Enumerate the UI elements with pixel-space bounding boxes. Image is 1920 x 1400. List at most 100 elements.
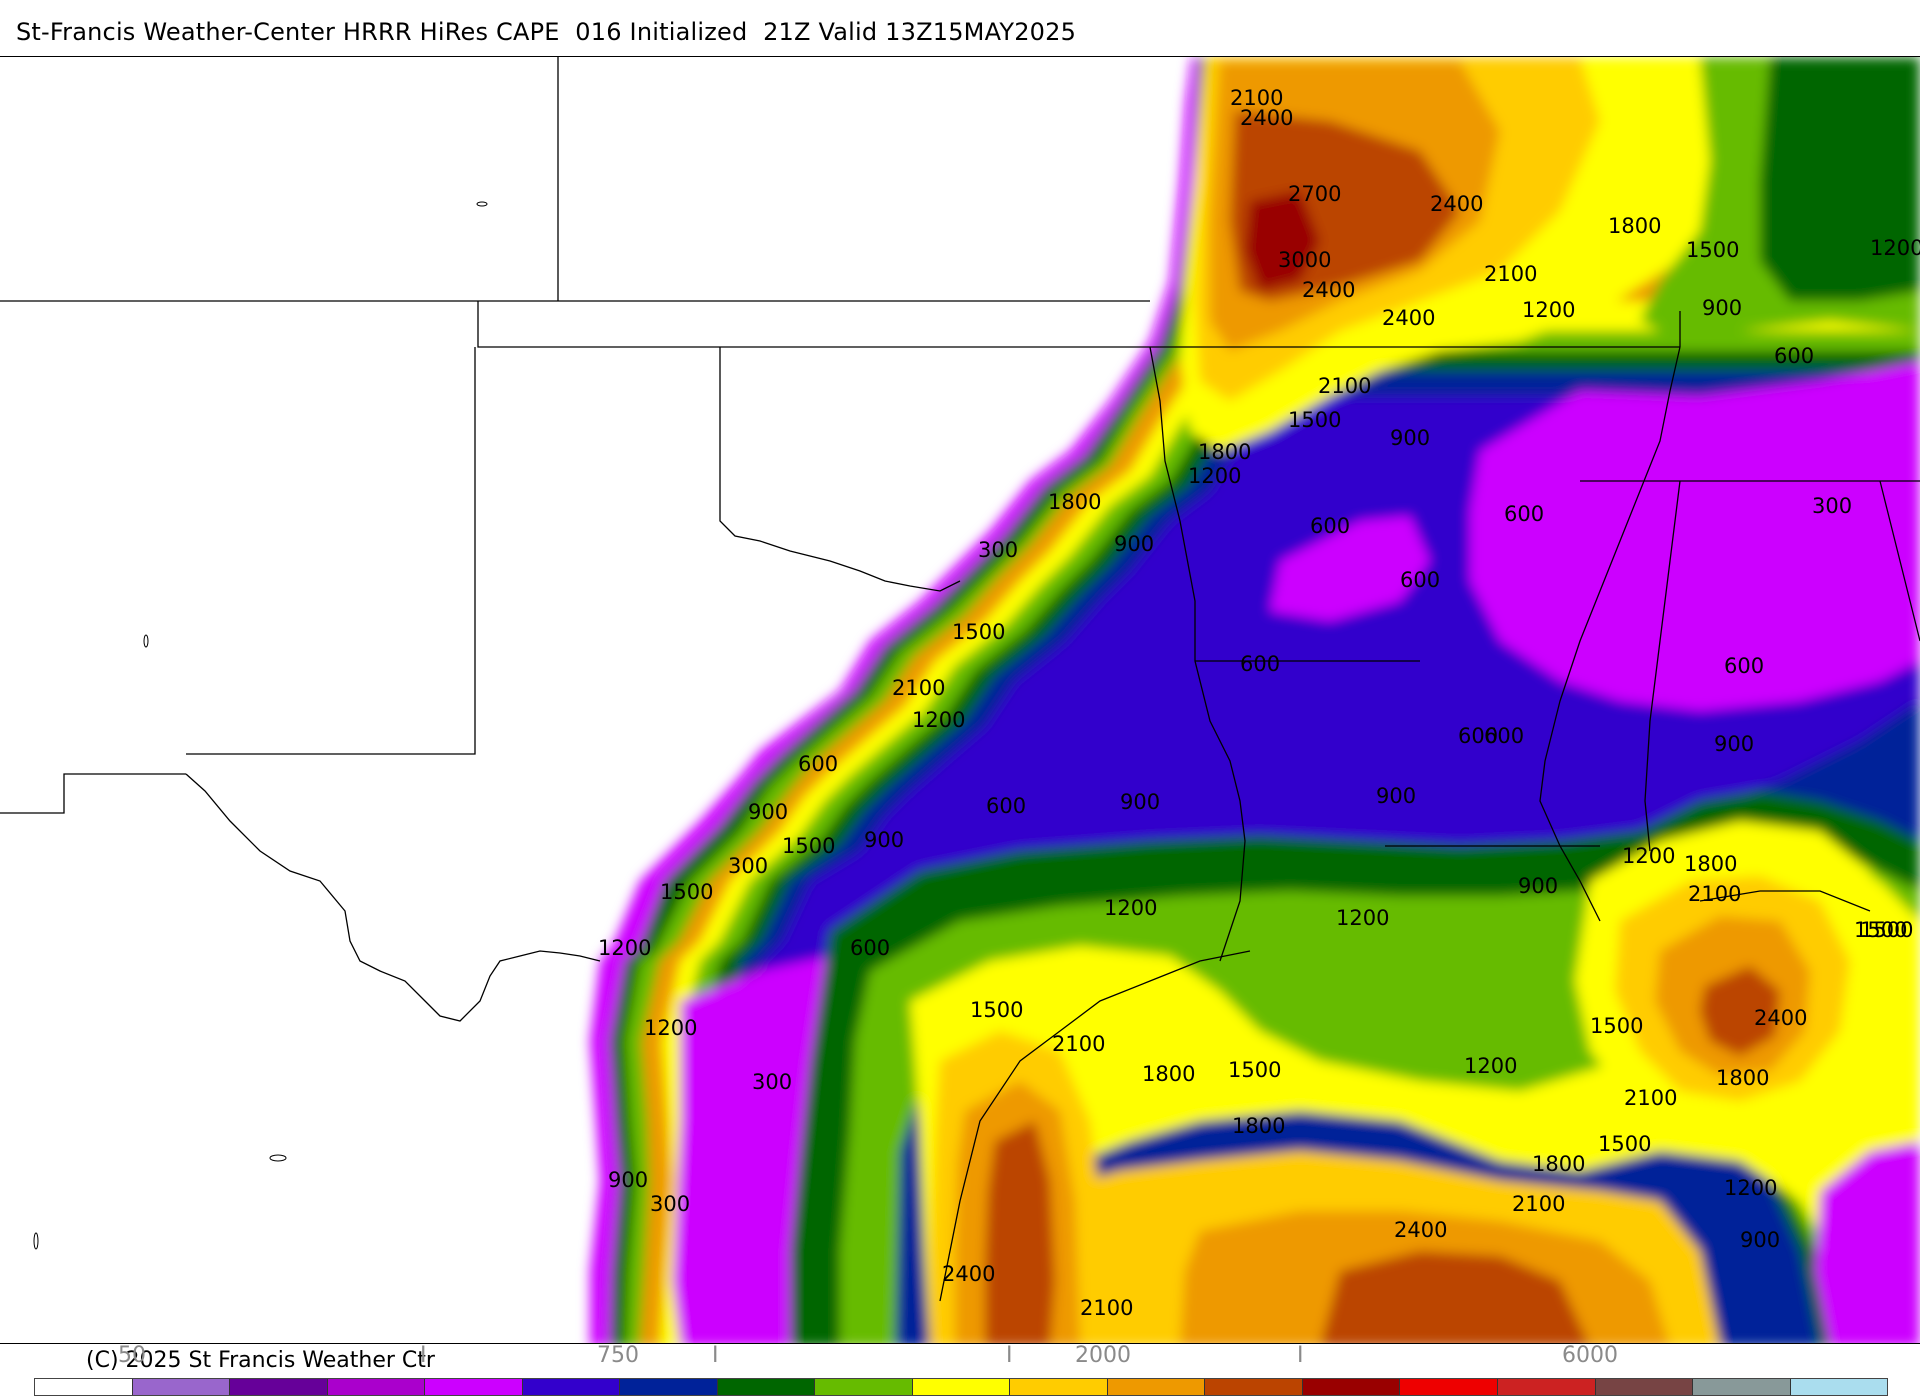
contour-label: 1800 xyxy=(1532,1152,1585,1176)
colorbar-segment xyxy=(1107,1379,1206,1395)
contour-labels: 2100 2400 2700 2400 3000 2400 2400 1800 … xyxy=(598,86,1920,1320)
contour-label: 1800 xyxy=(1684,852,1737,876)
colorbar-segment xyxy=(1302,1379,1401,1395)
lake-1 xyxy=(476,201,488,207)
border-nm-tx-east xyxy=(719,347,961,592)
colorbar-segment xyxy=(1693,1379,1791,1395)
contour-label: 1200 xyxy=(1464,1054,1517,1078)
colorbar-segment xyxy=(327,1379,426,1395)
contour-label: 2400 xyxy=(1394,1218,1447,1242)
contour-label: 900 xyxy=(1120,790,1160,814)
cape-map: 2100 2400 2700 2400 3000 2400 2400 1800 … xyxy=(0,56,1920,1344)
colorbar-tick: I xyxy=(420,1343,427,1368)
lakes xyxy=(33,201,488,1250)
colorbar-segment xyxy=(1010,1379,1108,1395)
border-la-gulf-coast xyxy=(1699,890,1871,912)
contour-label: 2700 xyxy=(1288,182,1341,206)
contour-label: 600 xyxy=(1504,502,1544,526)
contour-label: 1200 xyxy=(1622,844,1675,868)
contour-label: 1500 xyxy=(782,834,835,858)
colorbar-tick: 2000 xyxy=(1075,1343,1131,1368)
contour-label: 1500 xyxy=(1228,1058,1281,1082)
cape-band-darkgreen-ne xyxy=(1760,57,1920,301)
colorbar-segment xyxy=(230,1379,328,1395)
contour-label: 2100 xyxy=(1624,1086,1677,1110)
contour-label: 1500 xyxy=(660,880,713,904)
contour-label: 600 xyxy=(1310,514,1350,538)
contour-label: 2400 xyxy=(1240,106,1293,130)
contour-label: 600 xyxy=(986,794,1026,818)
border-tx-ok-red-river xyxy=(1149,346,1246,962)
contour-label: 2100 xyxy=(1230,86,1283,110)
colorbar-segment xyxy=(132,1379,231,1395)
cape-band-red-la xyxy=(1700,966,1780,1056)
border-nm-mex xyxy=(0,773,186,814)
lake-2 xyxy=(143,634,149,648)
contour-label: 2100 xyxy=(1512,1192,1565,1216)
cape-band-red-gulf xyxy=(1321,1251,1589,1343)
colorbar-segment xyxy=(522,1379,621,1395)
contour-label: 600 xyxy=(1240,652,1280,676)
contour-label: 300 xyxy=(752,1070,792,1094)
contour-label: 2400 xyxy=(942,1262,995,1286)
cape-band-yellow-south xyxy=(910,851,1920,1343)
contour-label: 1800 xyxy=(1048,490,1101,514)
contour-label: 1200 xyxy=(1870,236,1920,260)
map-title: St-Francis Weather-Center HRRR HiRes CAP… xyxy=(16,18,1077,46)
state-boundaries xyxy=(0,57,1920,1302)
colorbar-tick: I xyxy=(1006,1343,1013,1368)
colorbar-segment xyxy=(620,1379,718,1395)
contour-label: 900 xyxy=(1714,732,1754,756)
colorbar-segment xyxy=(815,1379,913,1395)
contour-label: 1200 xyxy=(644,1016,697,1040)
copyright-text: (C) 2025 St Francis Weather Ctr xyxy=(86,1348,435,1373)
contour-label: 600 xyxy=(1458,724,1498,748)
border-ok-panhandle xyxy=(477,301,1150,348)
contour-label: 1500 xyxy=(1686,238,1739,262)
contour-label: 1200 xyxy=(1724,1176,1777,1200)
contour-label: 1500 xyxy=(970,998,1023,1022)
contour-label: 2100 xyxy=(1688,882,1741,906)
contour-label: 600 xyxy=(1774,344,1814,368)
contour-label: 2100 xyxy=(892,676,945,700)
contour-label: 1200 xyxy=(1522,298,1575,322)
contour-label: 300 xyxy=(1812,494,1852,518)
cape-field xyxy=(590,57,1920,1343)
colorbar-segment xyxy=(35,1379,133,1395)
contour-label: 1200 xyxy=(1188,464,1241,488)
colorbar-tick: 50 xyxy=(118,1343,146,1368)
contour-label: 300 xyxy=(650,1192,690,1216)
colorbar-segment xyxy=(1595,1379,1694,1395)
contour-label: 1200 xyxy=(1336,906,1389,930)
contour-label: 600 xyxy=(1484,724,1524,748)
colorbar-segment xyxy=(425,1379,523,1395)
contour-label: 900 xyxy=(864,828,904,852)
contour-label: 300 xyxy=(978,538,1018,562)
border-al-ga xyxy=(1879,480,1920,642)
contour-label: 1200 xyxy=(912,708,965,732)
cape-band-red-texas xyxy=(985,1121,1055,1343)
contour-label: 1800 xyxy=(1198,440,1251,464)
border-mississippi-river xyxy=(1539,346,1681,922)
colorbar-segment xyxy=(1497,1379,1596,1395)
contour-label: 3000 xyxy=(1278,248,1331,272)
contour-label: 600 xyxy=(1724,654,1764,678)
contour-label: 1200 xyxy=(1104,896,1157,920)
cape-region-magenta-east xyxy=(1470,361,1920,711)
contour-label: 1200 xyxy=(598,936,651,960)
colorbar-tick: 6000 xyxy=(1562,1343,1618,1368)
contour-label: 300 xyxy=(728,854,768,878)
colorbar-segment xyxy=(717,1379,816,1395)
texas-coastline xyxy=(939,950,1251,1302)
contour-label: 900 xyxy=(608,1168,648,1192)
contour-label: 2100 xyxy=(1484,262,1537,286)
contour-label: 600 xyxy=(850,936,890,960)
contour-label: 1800 xyxy=(1232,1114,1285,1138)
cape-band-darkred-north xyxy=(1245,191,1320,291)
contour-label: 2100 xyxy=(1052,1032,1105,1056)
contour-label: 900 xyxy=(1518,874,1558,898)
colorbar-tick: 750 xyxy=(597,1343,639,1368)
border-ms-al xyxy=(1644,480,1681,852)
contour-label: 900 xyxy=(748,800,788,824)
contour-label: 1500 xyxy=(1598,1132,1651,1156)
